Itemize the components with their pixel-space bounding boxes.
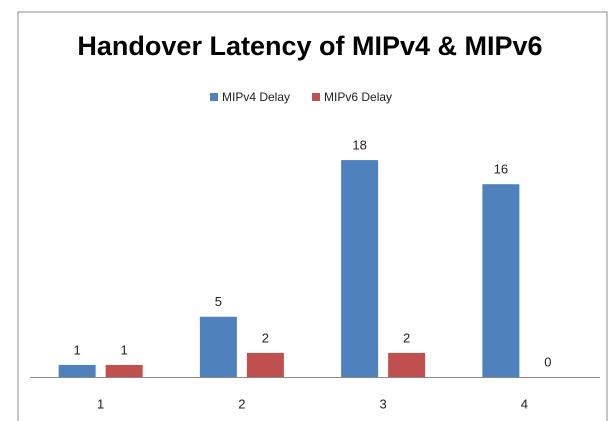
x-tick-label: 1 [97,396,104,411]
data-label: 18 [352,138,366,153]
data-label: 2 [403,330,410,345]
legend-label: MIPv6 Delay [324,90,392,104]
data-label: 16 [494,162,508,177]
bar [105,364,143,377]
bar [199,316,237,377]
x-tick-label: 4 [521,396,528,411]
data-label: 5 [215,294,222,309]
bar [246,352,284,377]
data-label: 2 [262,330,269,345]
bar [388,352,426,377]
data-label: 1 [74,342,81,357]
data-label: 1 [121,342,128,357]
chart-title: Handover Latency of MIPv4 & MIPv6 [77,31,542,61]
data-label: 0 [544,354,551,369]
bar [58,364,96,377]
legend-swatch [210,93,218,101]
bar [482,184,520,377]
legend-swatch [312,93,321,101]
legend-label: MIPv4 Delay [222,90,290,104]
x-tick-label: 3 [380,396,387,411]
x-tick-label: 2 [238,396,245,411]
bar [341,160,379,377]
